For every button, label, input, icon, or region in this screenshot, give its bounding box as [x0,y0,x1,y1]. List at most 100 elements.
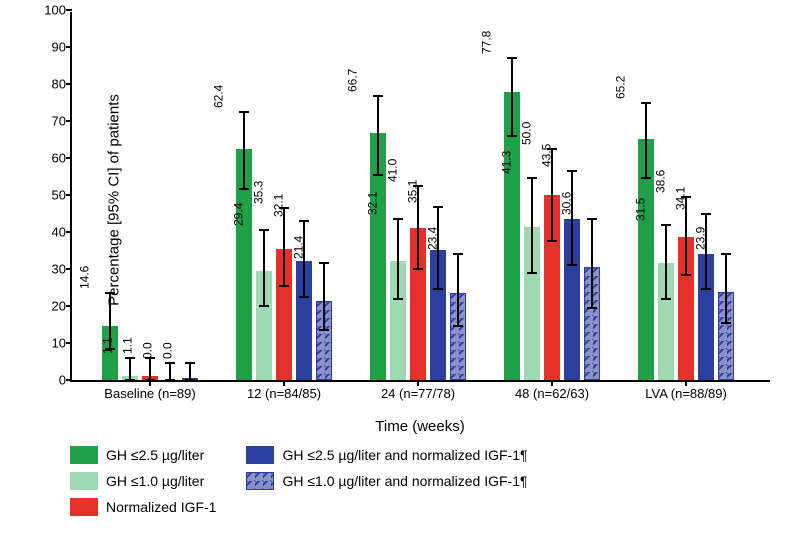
error-cap-bottom [587,307,597,309]
legend-swatch [70,472,98,490]
y-tick-mark [66,305,72,307]
bar-value-label: 77.8 [479,31,493,54]
error-bar [323,263,325,330]
error-bar [397,219,399,299]
bar-value-label: 34.1 [673,187,687,210]
x-tick-mark [551,380,553,386]
bar-value-label: 32.1 [365,192,379,215]
error-cap-top [701,213,711,215]
error-bar [189,363,191,380]
error-bar [591,219,593,308]
error-bar [705,214,707,289]
bar-value-label: 66.7 [345,68,359,91]
bar-value-label: 23.9 [693,227,707,250]
bar: 23.4 [450,10,466,380]
error-cap-top [433,206,443,208]
bar: 30.6 [584,10,600,380]
bar-value-label: 0.0 [161,343,175,360]
plot-area: 010203040506070809010014.61.11.10.00.0Ba… [70,12,770,382]
error-cap-top [527,177,537,179]
bar: 14.6 [102,10,118,380]
error-cap-bottom [721,322,731,324]
error-bar [645,103,647,179]
error-cap-top [507,57,517,59]
error-bar [243,112,245,190]
error-bar [457,254,459,326]
bar: 65.2 [638,10,654,380]
bar-value-label: 50.0 [519,121,533,144]
legend-label: GH ≤2.5 µg/liter and normalized IGF-1¶ [282,447,527,463]
bar: 1.1 [142,10,158,380]
bar-value-label: 30.6 [559,192,573,215]
error-cap-top [373,95,383,97]
error-cap-bottom [453,325,463,327]
error-bar [725,254,727,322]
y-tick-mark [66,194,72,196]
error-bar [531,178,533,272]
error-cap-bottom [661,298,671,300]
legend-swatch [70,446,98,464]
bar-value-label: 41.3 [499,151,513,174]
legend-label: GH ≤1.0 µg/liter [106,473,204,489]
error-cap-bottom [299,296,309,298]
error-bar [511,58,513,136]
legend-column: GH ≤2.5 µg/liter and normalized IGF-1¶ GH… [246,446,527,516]
error-bar [571,171,573,265]
bar-value-label: 62.4 [211,84,225,107]
bar-value-label: 1.1 [121,337,135,354]
bar: 31.5 [658,10,674,380]
x-tick-mark [149,380,151,386]
bar-value-label: 35.3 [251,181,265,204]
bar: 21.4 [316,10,332,380]
bar-value-label: 0.0 [141,343,155,360]
error-cap-bottom [259,305,269,307]
error-cap-bottom [239,188,249,190]
error-cap-top [105,292,115,294]
bar: 32.1 [296,10,312,380]
y-tick-mark [66,46,72,48]
y-tick-mark [66,342,72,344]
error-cap-bottom [641,177,651,179]
bar-group: 77.841.350.043.530.6 [504,10,600,380]
bar: 23.9 [718,10,734,380]
y-tick-mark [66,231,72,233]
error-cap-bottom [681,274,691,276]
bar-value-label: 41.0 [385,158,399,181]
error-cap-top [239,111,249,113]
error-bar [665,225,667,299]
bar: 41.3 [524,10,540,380]
legend-item: GH ≤1.0 µg/liter and normalized IGF-1¶ [246,472,527,490]
error-cap-bottom [507,135,517,137]
legend-swatch [70,498,98,516]
y-tick-mark [66,9,72,11]
error-bar [263,230,265,306]
x-tick-mark [283,380,285,386]
bar-value-label: 65.2 [613,75,627,98]
bar: 34.1 [698,10,714,380]
bar-value-label: 35.1 [405,179,419,202]
bar: 0.0 [162,10,178,380]
error-cap-bottom [701,288,711,290]
error-cap-bottom [279,285,289,287]
bar: 35.1 [430,10,446,380]
bar-group: 66.732.141.035.123.4 [370,10,466,380]
error-cap-bottom [567,264,577,266]
bar-value-label: 23.4 [425,227,439,250]
error-cap-top [587,218,597,220]
x-axis-label: Time (weeks) [70,418,770,435]
legend-label: GH ≤2.5 µg/liter [106,447,204,463]
legend-label: Normalized IGF-1 [106,499,216,515]
error-bar [169,363,171,380]
error-cap-bottom [547,240,557,242]
bar-value-label: 43.5 [539,144,553,167]
bar-value-label: 29.4 [231,203,245,226]
error-bar [377,96,379,175]
bar: 62.4 [236,10,252,380]
y-tick-mark [66,83,72,85]
error-cap-top [319,262,329,264]
legend-item: GH ≤1.0 µg/liter [70,472,216,490]
error-cap-top [125,357,135,359]
bar: 32.1 [390,10,406,380]
error-cap-top [721,253,731,255]
error-bar [149,358,151,380]
